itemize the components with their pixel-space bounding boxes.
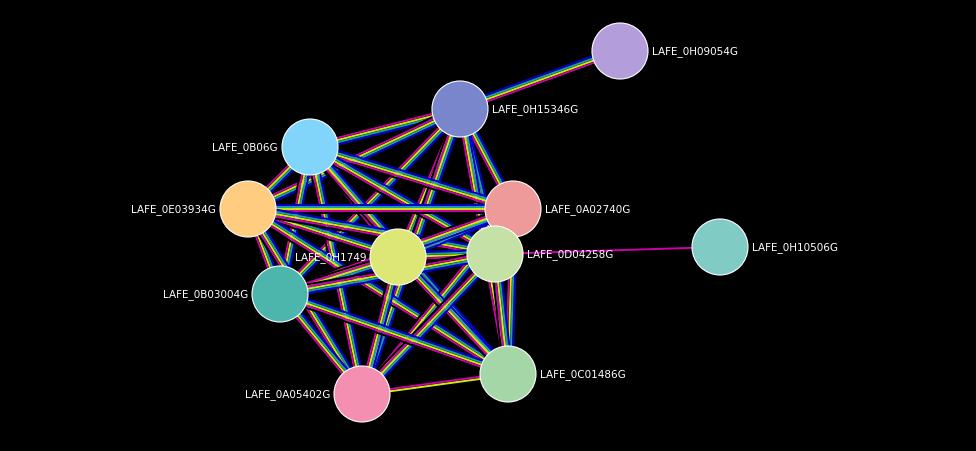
Text: LAFE_0B03004G: LAFE_0B03004G (163, 289, 248, 300)
Circle shape (252, 267, 308, 322)
Circle shape (467, 226, 523, 282)
Circle shape (220, 182, 276, 238)
Circle shape (334, 366, 390, 422)
Text: LAFE_0C01486G: LAFE_0C01486G (540, 369, 626, 380)
Text: LAFE_0H15346G: LAFE_0H15346G (492, 104, 578, 115)
Text: LAFE_0B06G: LAFE_0B06G (213, 142, 278, 153)
Circle shape (432, 82, 488, 138)
Text: LAFE_0H09054G: LAFE_0H09054G (652, 46, 738, 57)
Circle shape (692, 220, 748, 276)
Circle shape (592, 24, 648, 80)
Circle shape (480, 346, 536, 402)
Text: LAFE_0A02740G: LAFE_0A02740G (545, 204, 630, 215)
Text: LAFE_0E03934G: LAFE_0E03934G (131, 204, 216, 215)
Circle shape (282, 120, 338, 175)
Circle shape (370, 230, 426, 285)
Text: LAFE_0H1749: LAFE_0H1749 (295, 252, 366, 263)
Circle shape (485, 182, 541, 238)
Text: LAFE_0D04258G: LAFE_0D04258G (527, 249, 613, 260)
Text: LAFE_0A05402G: LAFE_0A05402G (245, 389, 330, 400)
Text: LAFE_0H10506G: LAFE_0H10506G (752, 242, 838, 253)
